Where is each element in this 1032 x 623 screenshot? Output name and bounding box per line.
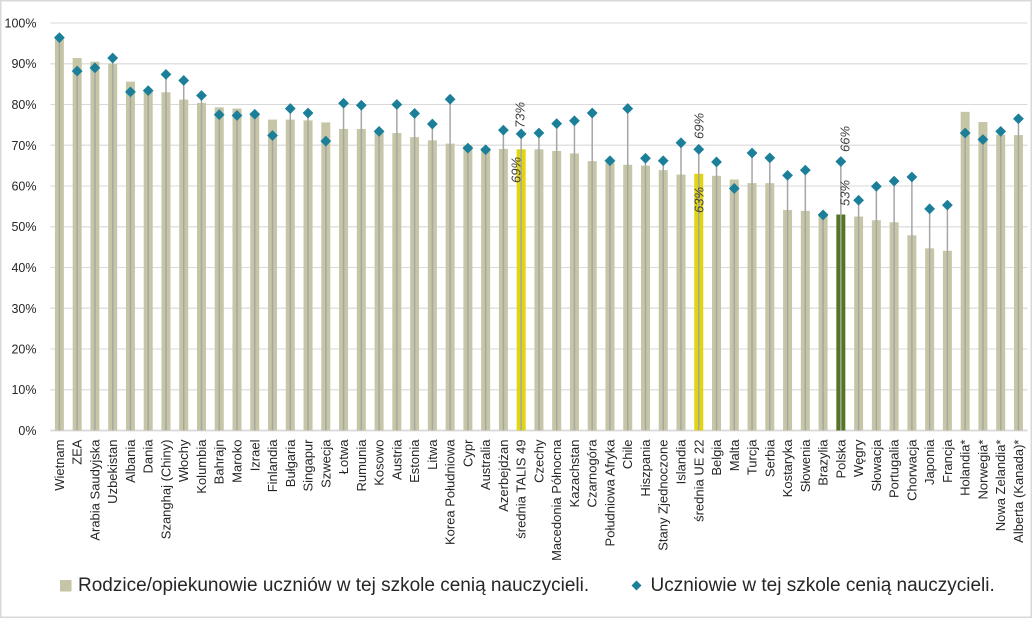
svg-text:90%: 90% <box>11 57 36 71</box>
svg-text:Kolumbia: Kolumbia <box>194 439 209 494</box>
svg-text:Czechy: Czechy <box>531 439 546 483</box>
svg-text:69%: 69% <box>509 157 524 183</box>
svg-text:Rumunia: Rumunia <box>354 439 369 492</box>
svg-text:80%: 80% <box>11 98 36 112</box>
svg-text:Polska: Polska <box>833 439 848 479</box>
svg-text:Turcja: Turcja <box>745 439 760 475</box>
svg-text:69%: 69% <box>692 113 707 139</box>
svg-text:Maroko: Maroko <box>230 440 245 483</box>
svg-text:Dania: Dania <box>141 439 156 474</box>
svg-text:Włochy: Włochy <box>176 439 191 482</box>
svg-text:Szanghaj (Chiny): Szanghaj (Chiny) <box>158 440 173 540</box>
svg-text:Chile: Chile <box>620 440 635 470</box>
svg-text:Islandia: Islandia <box>674 439 689 485</box>
svg-text:Singapur: Singapur <box>301 439 316 492</box>
svg-text:10%: 10% <box>11 383 36 397</box>
svg-text:Szwecja: Szwecja <box>318 439 333 488</box>
svg-text:Japonia: Japonia <box>922 439 937 485</box>
svg-text:Południowa Afryka: Południowa Afryka <box>602 439 617 547</box>
svg-text:Finlandia: Finlandia <box>265 439 280 493</box>
svg-text:60%: 60% <box>11 180 36 194</box>
svg-text:Wietnam: Wietnam <box>52 440 67 491</box>
svg-text:Serbia: Serbia <box>762 439 777 477</box>
svg-text:70%: 70% <box>11 139 36 153</box>
svg-text:40%: 40% <box>11 261 36 275</box>
svg-text:Alberta (Kanada)*: Alberta (Kanada)* <box>1011 439 1026 542</box>
svg-text:100%: 100% <box>5 17 37 31</box>
svg-text:Francja: Francja <box>940 439 955 483</box>
svg-text:20%: 20% <box>11 343 36 357</box>
svg-text:Holandia*: Holandia* <box>958 440 973 496</box>
svg-text:Albania: Albania <box>123 439 138 483</box>
svg-text:Stany Zjednoczone: Stany Zjednoczone <box>656 440 671 551</box>
svg-text:Litwa: Litwa <box>425 439 440 470</box>
svg-text:Łotwa: Łotwa <box>336 439 351 474</box>
svg-text:Nowa Zelandia*: Nowa Zelandia* <box>993 439 1008 531</box>
svg-text:Australia: Australia <box>478 439 493 490</box>
svg-text:Izrael: Izrael <box>247 439 262 471</box>
svg-text:Uzbekistan: Uzbekistan <box>105 440 120 504</box>
svg-text:Węgry: Węgry <box>851 439 866 477</box>
svg-text:średnia TALIS 49: średnia TALIS 49 <box>514 440 529 539</box>
svg-text:Malta: Malta <box>727 439 742 472</box>
svg-text:66%: 66% <box>838 126 853 152</box>
svg-text:Czarnogóra: Czarnogóra <box>585 439 600 508</box>
svg-text:Słowacja: Słowacja <box>869 439 884 492</box>
svg-text:Hiszpania: Hiszpania <box>638 439 653 497</box>
svg-text:Bahrajn: Bahrajn <box>212 440 227 485</box>
svg-text:Norwegia*: Norwegia* <box>975 439 990 499</box>
svg-text:Chorwacja: Chorwacja <box>904 439 919 501</box>
svg-text:53%: 53% <box>838 180 853 206</box>
svg-text:średnia UE 22: średnia UE 22 <box>691 440 706 522</box>
svg-text:63%: 63% <box>692 187 707 213</box>
svg-text:Cypr: Cypr <box>460 439 475 467</box>
svg-text:Macedonia Północna: Macedonia Północna <box>549 439 564 561</box>
svg-text:ZEA: ZEA <box>70 439 85 465</box>
svg-text:Rodzice/opiekunowie uczniów w: Rodzice/opiekunowie uczniów w tej szkole… <box>78 575 589 596</box>
svg-text:Estonia: Estonia <box>407 439 422 483</box>
svg-text:Austria: Austria <box>389 439 404 480</box>
svg-text:50%: 50% <box>11 220 36 234</box>
svg-text:Uczniowie w tej szkole cenią n: Uczniowie w tej szkole cenią nauczycieli… <box>651 575 995 596</box>
svg-text:Słowenia: Słowenia <box>798 439 813 493</box>
svg-text:73%: 73% <box>513 102 528 128</box>
svg-text:Korea Południowa: Korea Południowa <box>443 439 458 545</box>
svg-text:Belgia: Belgia <box>709 439 724 476</box>
svg-text:Kosowo: Kosowo <box>372 440 387 486</box>
svg-text:Kazachstan: Kazachstan <box>567 440 582 508</box>
svg-text:Brazylia: Brazylia <box>816 439 831 486</box>
svg-text:0%: 0% <box>18 424 36 438</box>
svg-text:Arabia Saudyjska: Arabia Saudyjska <box>87 439 102 541</box>
svg-text:Kostaryka: Kostaryka <box>780 439 795 498</box>
svg-text:Portugalia: Portugalia <box>887 439 902 498</box>
svg-text:Azerbejdżan: Azerbejdżan <box>496 440 511 512</box>
svg-text:Bułgaria: Bułgaria <box>283 439 298 487</box>
svg-text:30%: 30% <box>11 302 36 316</box>
